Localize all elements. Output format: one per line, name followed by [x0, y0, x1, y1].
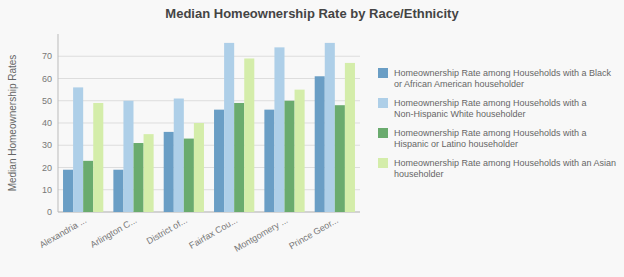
legend-label: Homeownership Rate among Households with…: [394, 128, 587, 149]
x-tick-label: Prince Geor...: [287, 215, 340, 251]
y-tick-label: 70: [42, 51, 52, 61]
bar: [184, 139, 194, 212]
bar: [325, 43, 335, 212]
bar: [194, 123, 204, 212]
legend-line: or African American householder: [394, 79, 524, 89]
y-tick-label: 20: [42, 163, 52, 173]
legend-swatch: [378, 98, 388, 108]
legend-line: householder: [394, 169, 444, 179]
legend-line: Homeownership Rate among Households with…: [394, 98, 587, 108]
y-axis-line: [58, 34, 59, 212]
bar: [73, 87, 83, 212]
bar: [224, 43, 234, 212]
bar: [63, 170, 73, 212]
legend-swatch: [378, 128, 388, 138]
grid-line: [58, 56, 360, 57]
bar: [234, 103, 244, 212]
title: Median Homeownership Rate by Race/Ethnic…: [165, 6, 459, 21]
bar: [174, 99, 184, 212]
y-axis-label: Median Homeownership Rates: [7, 55, 18, 192]
bar: [274, 47, 284, 212]
x-tick-label: Montgomery ...: [233, 215, 290, 254]
bar: [244, 58, 254, 212]
legend-line: Homeownership Rate among Households with…: [394, 68, 612, 78]
bar: [83, 161, 93, 212]
bar: [335, 105, 345, 212]
y-tick-label: 0: [47, 207, 52, 217]
legend-label: Homeownership Rate among Households with…: [394, 68, 612, 89]
legend-line: Homeownership Rate among Households with…: [394, 158, 616, 168]
bar: [123, 101, 133, 212]
legend-line: Hispanic or Latino householder: [394, 139, 518, 149]
bar: [93, 103, 103, 212]
background: [0, 0, 624, 277]
legend-swatch: [378, 158, 388, 168]
chart: Median Homeownership Rate by Race/Ethnic…: [0, 0, 624, 277]
legend-label: Homeownership Rate among Households with…: [394, 98, 587, 119]
bar: [295, 90, 305, 212]
bar: [214, 110, 224, 212]
bar: [164, 132, 174, 212]
legend-label: Homeownership Rate among Households with…: [394, 158, 616, 179]
bar: [264, 110, 274, 212]
bar: [285, 101, 295, 212]
legend-swatch: [378, 68, 388, 78]
x-tick-label: Arlington C...: [88, 215, 138, 250]
y-tick-label: 60: [42, 74, 52, 84]
bar: [315, 76, 325, 212]
legend-line: Non-Hispanic White householder: [394, 109, 526, 119]
y-tick-label: 10: [42, 185, 52, 195]
bar: [134, 143, 144, 212]
x-tick-label: District of...: [145, 215, 189, 246]
x-tick-label: Alexandria ...: [38, 215, 88, 250]
bar: [113, 170, 123, 212]
legend-line: Homeownership Rate among Households with…: [394, 128, 587, 138]
bar: [144, 134, 154, 212]
y-tick-label: 30: [42, 140, 52, 150]
y-tick-label: 40: [42, 118, 52, 128]
bar: [345, 63, 355, 212]
y-tick-label: 50: [42, 96, 52, 106]
bars: [63, 43, 355, 212]
x-tick-label: Fairfax Cou...: [187, 215, 239, 251]
legend: Homeownership Rate among Households with…: [378, 68, 616, 179]
